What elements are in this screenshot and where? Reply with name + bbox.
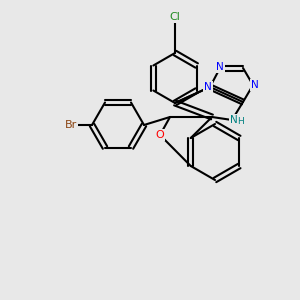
Text: N: N <box>251 80 259 90</box>
Text: Cl: Cl <box>169 12 180 22</box>
Text: N: N <box>204 82 212 92</box>
Text: O: O <box>156 130 164 140</box>
Text: N: N <box>230 115 238 125</box>
Text: N: N <box>216 62 224 72</box>
Text: H: H <box>237 116 243 125</box>
Text: Br: Br <box>65 120 77 130</box>
